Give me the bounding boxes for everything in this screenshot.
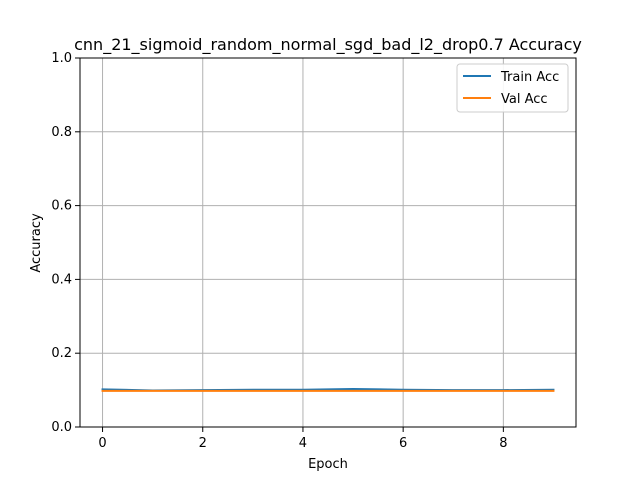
x-axis: 0 2 4 6 8 [98,427,507,451]
x-tick-label-1: 2 [199,436,207,451]
y-axis: 0.0 0.2 0.4 0.6 0.8 1.0 [51,51,80,435]
x-tick-label-2: 4 [299,436,307,451]
y-tick-label-2: 0.4 [51,272,72,287]
chart-title: cnn_21_sigmoid_random_normal_sgd_bad_l2_… [74,35,582,55]
plot-background [80,58,576,427]
series-layer [101,387,555,392]
y-axis-label: Accuracy [29,213,44,273]
y-tick-label-3: 0.6 [51,199,72,214]
y-tick-label-4: 0.8 [51,125,72,140]
x-tick-label-0: 0 [98,436,106,451]
legend-label-1: Train Acc [500,70,559,85]
x-axis-label: Epoch [308,457,348,472]
plot-frame [79,57,577,428]
legend: Train Acc Val Acc [456,63,569,113]
y-tick-label-1: 0.2 [51,346,72,361]
y-tick-label-0: 0.0 [51,420,72,435]
y-tick-label-5: 1.0 [51,51,72,66]
x-tick-label-3: 6 [399,436,407,451]
plot-area [79,57,577,428]
legend-label-2: Val Acc [501,92,548,107]
x-tick-label-4: 8 [499,436,507,451]
